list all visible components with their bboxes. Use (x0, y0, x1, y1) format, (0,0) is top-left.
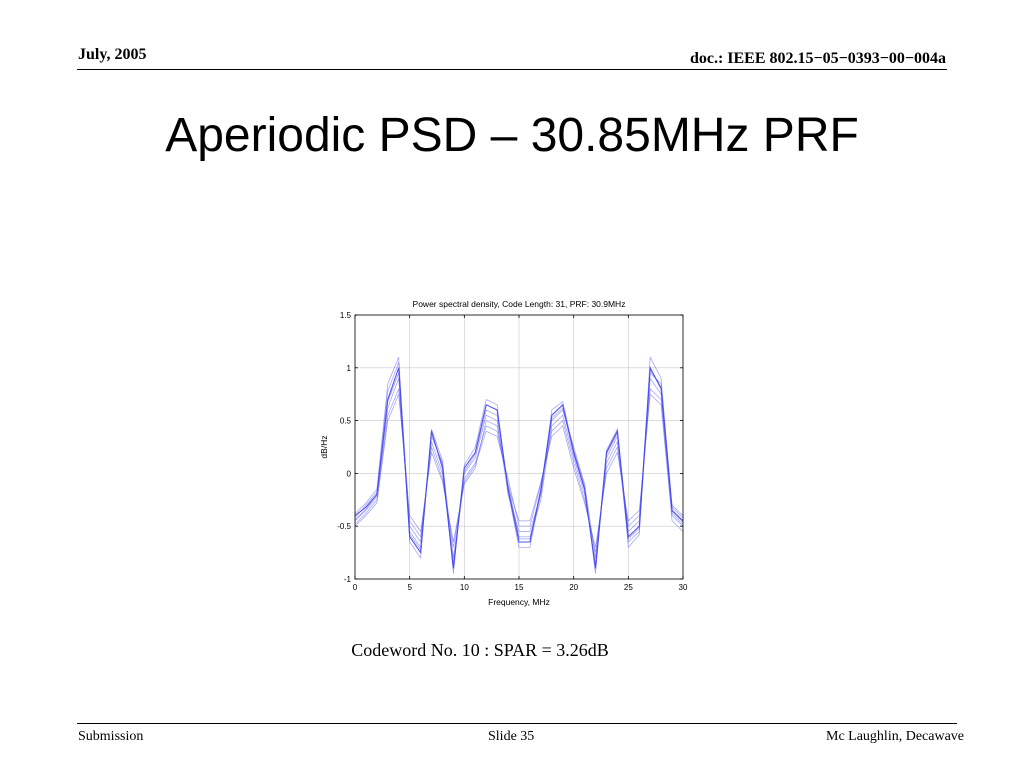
footer-slide-number: Slide 35 (488, 729, 535, 744)
footer-submission: Submission (78, 729, 144, 744)
header-doc-id: doc.: IEEE 802.15−05−0393−00−004a (689, 50, 946, 67)
figure-caption: Codeword No. 10 : SPAR = 3.26dB (351, 640, 609, 660)
y-tick-label: 0.5 (340, 417, 352, 426)
slide-title: Aperiodic PSD – 30.85MHz PRF (165, 109, 859, 162)
chart-ylabel: dB/Hz (319, 435, 329, 458)
x-tick-label: 20 (569, 583, 578, 592)
header-date: July, 2005 (78, 46, 147, 63)
chart-xlabel: Frequency, MHz (488, 597, 550, 607)
x-tick-label: 10 (460, 583, 469, 592)
footer-divider (77, 723, 957, 724)
footer-author: Mc Laughlin, Decawave (826, 729, 964, 744)
psd-chart-figure: 0 5 10 15 20 25 30 1.5 1 0.5 0 -0.5 -1 Power spectra… (300, 285, 720, 615)
psd-series-line-4 (354, 388, 684, 553)
x-tick-label: 0 (353, 583, 358, 592)
x-tick-label: 25 (624, 583, 633, 592)
psd-chart: 0 5 10 15 20 25 30 1.5 1 0.5 0 -0.5 -1 Power spectra… (319, 299, 688, 607)
x-tick-label: 15 (515, 583, 524, 592)
x-tick-label: 5 (407, 583, 412, 592)
chart-title: Power spectral density, Code Length: 31,… (413, 299, 626, 309)
psd-series-line-6 (354, 393, 684, 548)
y-tick-label: 1.5 (340, 311, 352, 320)
header-divider (77, 69, 947, 70)
y-tick-label: 0 (347, 469, 352, 478)
y-tick-label: 1 (347, 364, 352, 373)
x-tick-label: 30 (679, 583, 688, 592)
psd-series-line-7 (354, 368, 684, 567)
y-tick-label: -0.5 (337, 522, 351, 531)
y-tick-label: -1 (344, 575, 352, 584)
psd-series-line-5 (354, 355, 684, 574)
psd-series-line-2 (354, 362, 684, 558)
